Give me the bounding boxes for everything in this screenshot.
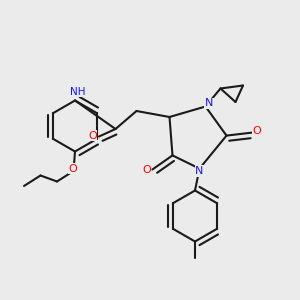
- Text: N: N: [195, 166, 204, 176]
- Text: O: O: [142, 165, 151, 175]
- Text: NH: NH: [70, 86, 85, 97]
- Text: O: O: [252, 126, 261, 136]
- Text: O: O: [88, 131, 97, 141]
- Text: N: N: [205, 98, 213, 109]
- Text: O: O: [68, 164, 77, 174]
